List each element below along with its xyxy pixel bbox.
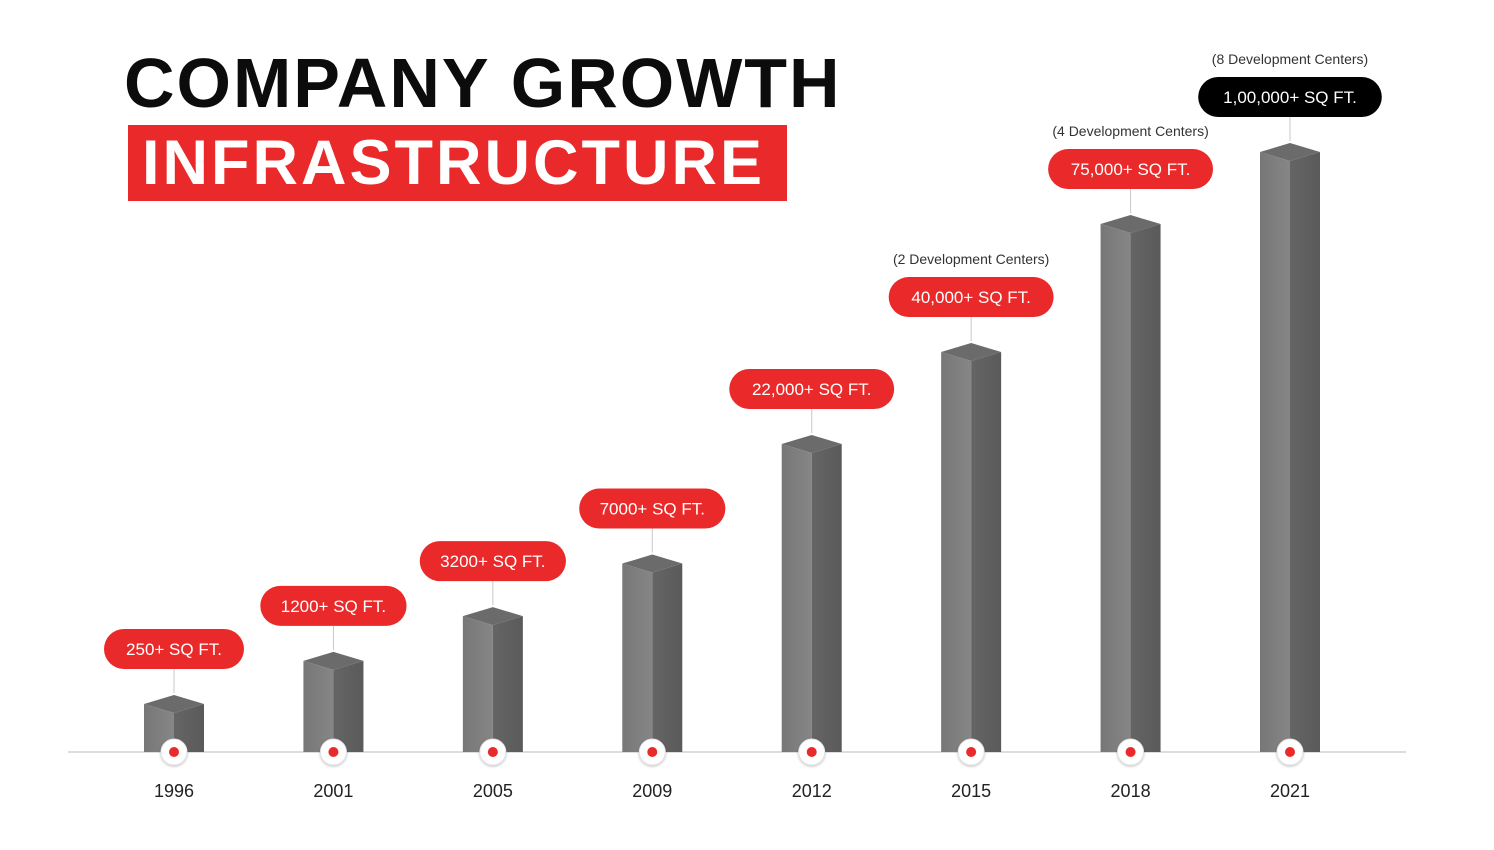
bar-side [971,352,1002,752]
annotation-label: (4 Development Centers) [1052,123,1208,139]
x-tick-label: 2015 [951,781,991,801]
x-tick-label: 2005 [473,781,513,801]
bar [462,616,493,752]
bar [781,444,812,752]
data-label-pill [729,369,895,410]
year-marker-dot [966,747,977,757]
bar [303,660,334,752]
year-marker-dot [806,747,817,757]
data-label: 75,000+ SQ FT. [1071,160,1191,179]
data-label: 22,000+ SQ FT. [752,380,872,399]
annotation-label: (2 Development Centers) [893,251,1049,267]
bar [1100,224,1131,753]
data-label: 40,000+ SQ FT. [911,288,1031,307]
data-label: 3200+ SQ FT. [440,552,545,571]
x-tick-label: 2001 [313,781,353,801]
x-tick-label: 2012 [792,781,832,801]
x-tick-label: 2009 [632,781,672,801]
data-label: 1200+ SQ FT. [281,597,386,616]
x-tick-label: 1996 [154,781,194,801]
bar-side [174,704,204,752]
x-tick-label: 2018 [1111,781,1151,801]
data-label-pill [1198,77,1382,117]
year-marker-dot [169,747,179,757]
data-label: 250+ SQ FT. [126,640,222,659]
year-marker-dot [1125,747,1136,757]
data-label-pill [104,629,244,669]
year-marker-dot [487,747,498,757]
data-label: 7000+ SQ FT. [600,500,705,519]
year-marker-dot [328,747,339,757]
data-label-pill [419,541,566,582]
data-label-pill [888,277,1054,318]
year-marker-dot [647,747,658,757]
bar-side [811,444,842,752]
bar [622,563,653,752]
subtitle-banner: INFRASTRUCTURE [128,125,787,201]
bar-side [1130,224,1161,753]
annotation-label: (8 Development Centers) [1212,51,1368,67]
chart-subtitle: INFRASTRUCTURE [142,128,765,198]
bar-side [333,660,364,752]
bar [1260,152,1290,752]
bar [144,704,174,752]
x-tick-label: 2021 [1270,781,1310,801]
bar-side [492,616,523,752]
data-label-pill [260,585,407,626]
bar [941,352,972,752]
bar-side [652,563,683,752]
data-label: 1,00,000+ SQ FT. [1223,88,1357,107]
data-label-pill [1048,149,1214,190]
data-label-pill [579,488,726,529]
bar-side [1290,152,1320,752]
chart-title: COMPANY GROWTH [124,44,842,122]
year-marker-dot [1285,747,1295,757]
